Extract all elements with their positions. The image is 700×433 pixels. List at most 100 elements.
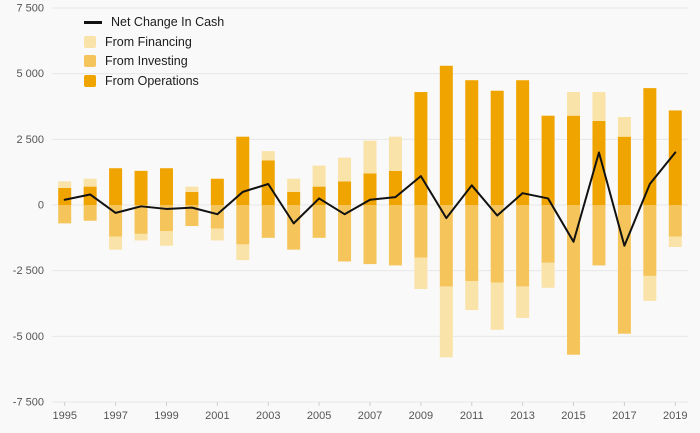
bar-segment[interactable] [643,275,657,301]
bar-segment[interactable] [134,205,148,234]
bar-segment[interactable] [109,168,123,205]
x-axis-tick-label: 2011 [460,410,484,422]
legend-item-operations: From Operations [84,73,224,88]
bar-segment[interactable] [439,286,453,358]
bar-segment[interactable] [312,205,326,238]
net-change-line-swatch [84,21,102,24]
bar-segment[interactable] [58,205,72,224]
bar-segment[interactable] [185,191,199,205]
bar-segment[interactable] [236,136,250,205]
bar-segment[interactable] [109,236,123,250]
bar-segment[interactable] [541,205,555,263]
bar-segment[interactable] [210,205,224,229]
bar-segment[interactable] [236,205,250,245]
bar-segment[interactable] [338,205,352,262]
x-axis-tick-label: 2013 [510,410,534,422]
bar-segment[interactable] [516,286,530,318]
bar-segment[interactable] [83,178,97,187]
bar-segment[interactable] [363,140,377,174]
legend-label-operations: From Operations [105,73,199,88]
bar-segment[interactable] [567,205,581,355]
bar-segment[interactable] [363,173,377,205]
bar-segment[interactable] [668,110,682,205]
y-axis-tick-label: 7 500 [16,3,44,15]
bar-segment[interactable] [388,205,402,266]
bar-segment[interactable] [465,80,479,205]
bar-segment[interactable] [465,205,479,282]
bar-segment[interactable] [236,244,250,261]
x-axis-tick-label: 1995 [52,410,76,422]
bar-segment[interactable] [159,168,173,205]
x-axis-tick-label: 2015 [561,410,585,422]
bar-segment[interactable] [185,186,199,192]
x-axis-tick-label: 2001 [205,410,229,422]
bar-segment[interactable] [668,205,682,237]
bar-segment[interactable] [312,165,326,187]
x-axis-tick-label: 2003 [256,410,280,422]
y-axis-tick-label: 2 500 [16,134,44,146]
bar-segment[interactable] [541,115,555,205]
bar-segment[interactable] [287,205,301,250]
y-axis-tick-label: 0 [38,200,44,212]
bar-segment[interactable] [643,88,657,205]
net-change-line[interactable] [63,151,677,247]
bar-segment[interactable] [83,205,97,221]
bar-segment[interactable] [159,205,173,232]
bar-segment[interactable] [668,236,682,248]
legend-label-investing: From Investing [105,54,188,68]
bar-segment[interactable] [516,205,530,287]
bar-segment[interactable] [58,187,72,205]
bar-segment[interactable] [338,157,352,182]
bar-segment[interactable] [134,233,148,241]
bar-segment[interactable] [210,178,224,205]
bar-segment[interactable] [617,205,631,334]
bar-segment[interactable] [617,117,631,137]
financing-swatch [84,35,96,48]
bar-segment[interactable] [261,151,275,161]
bar-segment[interactable] [567,115,581,205]
x-axis-tick-label: 2005 [307,410,331,422]
x-axis-tick-label: 1997 [103,410,127,422]
bar-segment[interactable] [159,231,173,246]
bar-segment[interactable] [287,178,301,192]
bar-segment[interactable] [363,205,377,265]
y-axis-tick-label: -5 000 [13,331,44,343]
legend-item-net-change: Net Change In Cash [84,16,224,29]
bar-segment[interactable] [490,205,504,283]
bar-segment[interactable] [592,205,606,266]
bar-segment[interactable] [439,205,453,287]
bar-segment[interactable] [414,257,428,290]
x-axis-tick-label: 2019 [663,410,687,422]
x-axis-tick-label: 2017 [612,410,636,422]
bar-segment[interactable] [567,92,581,116]
bar-segment[interactable] [134,170,148,205]
bar-segment[interactable] [210,228,224,241]
bar-segment[interactable] [516,80,530,205]
bar-segment[interactable] [261,160,275,205]
bar-segment[interactable] [388,136,402,171]
bar-segment[interactable] [490,282,504,330]
bar-segment[interactable] [414,92,428,205]
bar-segment[interactable] [592,120,606,205]
bar-segment[interactable] [490,90,504,205]
bar-segment[interactable] [617,136,631,205]
bar-segment[interactable] [185,205,199,227]
bar-segment[interactable] [465,281,479,311]
bar-segment[interactable] [58,181,72,188]
bar-segment[interactable] [592,92,606,121]
investing-swatch [84,55,96,68]
bar-segment[interactable] [338,181,352,205]
y-axis-tick-label: -7 500 [13,397,44,409]
bar-segment[interactable] [643,205,657,276]
bar-segment[interactable] [388,170,402,205]
legend-item-investing: From Investing [84,55,224,68]
bar-segment[interactable] [261,205,275,238]
legend-label-net-change: Net Change In Cash [111,15,225,29]
bar-segment[interactable] [414,205,428,258]
bar-segment[interactable] [83,186,97,205]
bar-segment[interactable] [287,191,301,205]
bar-segment[interactable] [541,262,555,288]
bar-segment[interactable] [439,65,453,205]
